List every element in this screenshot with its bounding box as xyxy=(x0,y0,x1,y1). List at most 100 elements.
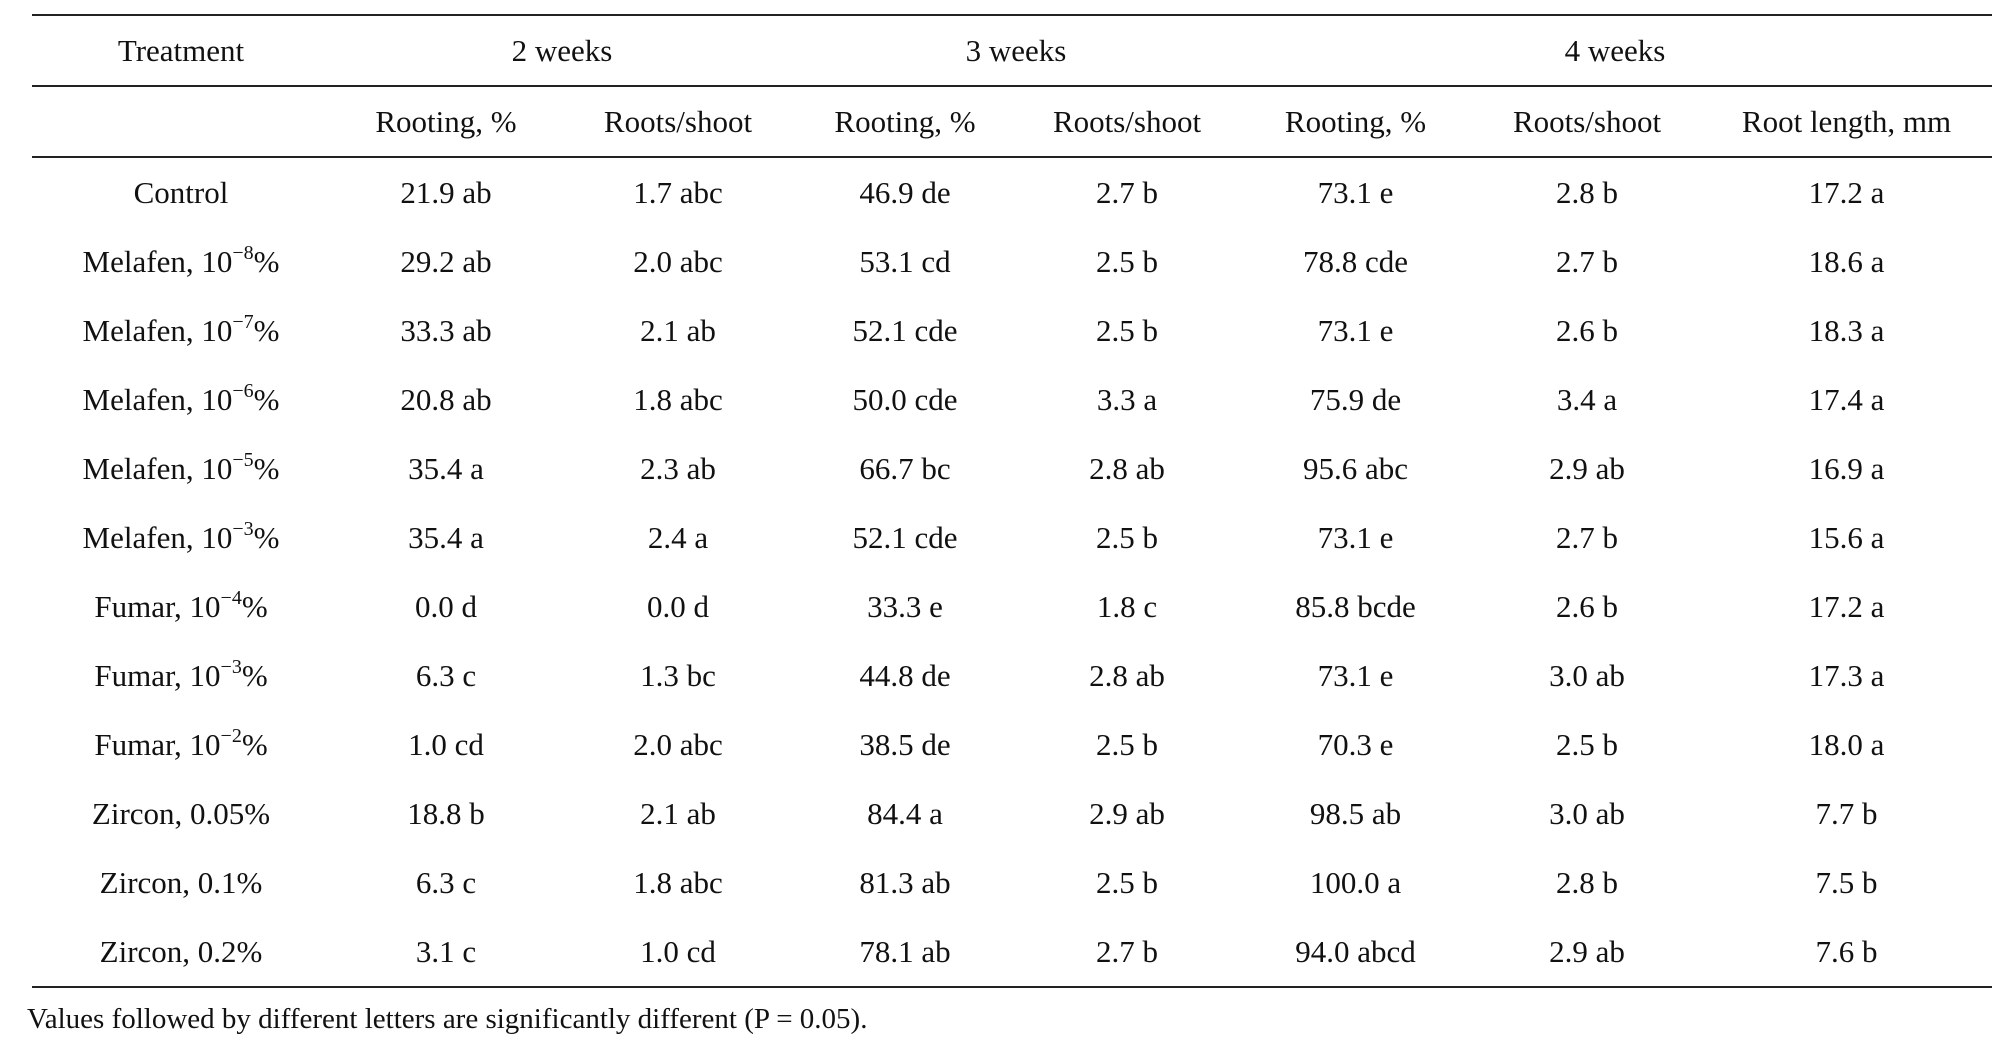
value-cell: 73.1 e xyxy=(1317,657,1394,693)
value-cell: 2.1 ab xyxy=(640,795,716,831)
value-cell: 2.5 b xyxy=(1096,312,1159,348)
treatment-name: Fumar, 10 xyxy=(94,726,221,762)
value-cell: 2.5 b xyxy=(1096,243,1159,279)
value-cell: 2.7 b xyxy=(1096,174,1159,210)
treatment-header: Treatment xyxy=(32,14,330,87)
value-cell: 44.8 de xyxy=(859,657,951,693)
value-cell: 2.5 b xyxy=(1096,726,1159,762)
value-cell: 1.3 bc xyxy=(640,657,716,693)
value-cell: 6.3 c xyxy=(415,864,477,900)
value-cell: 94.0 abcd xyxy=(1238,917,1474,988)
value-cell: 2.8 b xyxy=(1556,864,1619,900)
value-cell: 78.8 cde xyxy=(1303,243,1409,279)
value-cell: 2.8 ab xyxy=(1089,450,1165,486)
value-cell: 35.4 a xyxy=(408,450,484,486)
value-cell: 18.0 a xyxy=(1808,726,1885,762)
table-row: Melafen, 10−3% 35.4 a 2.4 a 52.1 cde 2.5 b 73… xyxy=(32,503,1992,572)
treatment-cell: Fumar, 10−2% xyxy=(32,710,330,779)
treatment-name: Zircon, 0.1% xyxy=(99,864,263,900)
value-cell: 2.5 b xyxy=(1556,726,1619,762)
column-header: Rooting, % xyxy=(330,86,562,158)
treatment-cell: Melafen, 10−8% xyxy=(32,227,330,296)
concentration-unit: % xyxy=(241,657,268,693)
column-header: Rooting, % xyxy=(1238,86,1474,158)
value-cell: 73.1 e xyxy=(1317,519,1394,555)
concentration-exponent: −7 xyxy=(232,310,254,333)
value-cell: 1.0 cd xyxy=(562,917,795,988)
concentration-exponent: −3 xyxy=(220,655,242,678)
column-header: Rooting, % xyxy=(794,86,1017,158)
value-cell: 17.4 a xyxy=(1808,381,1885,417)
value-cell: 100.0 a xyxy=(1309,864,1402,900)
value-cell: 78.1 ab xyxy=(794,917,1017,988)
value-cell: 2.1 ab xyxy=(640,312,716,348)
value-cell: 84.4 a xyxy=(867,795,943,831)
value-cell: 29.2 ab xyxy=(400,243,492,279)
value-cell: 3.3 a xyxy=(1096,381,1158,417)
value-cell: 2.9 ab xyxy=(1473,917,1702,988)
value-cell: 70.3 e xyxy=(1317,726,1394,762)
value-cell: 16.9 a xyxy=(1808,450,1885,486)
value-cell: 2.9 ab xyxy=(1089,795,1165,831)
two-weeks-header: 2 weeks xyxy=(330,14,795,87)
value-cell: 73.1 e xyxy=(1317,312,1394,348)
value-cell: 98.5 ab xyxy=(1309,795,1402,831)
table-row: Zircon, 0.2% 3.1 c 1.0 cd 78.1 ab 2.7 b 94.0 … xyxy=(32,917,1993,988)
value-cell: 2.8 b xyxy=(1556,174,1619,210)
results-table: Treatment 2 weeks 3 weeks 4 weeks Rootin… xyxy=(32,14,1993,988)
value-cell: 2.7 b xyxy=(1016,917,1239,988)
value-cell: 2.6 b xyxy=(1556,588,1619,624)
value-cell: 2.4 a xyxy=(647,519,709,555)
treatment-name: Melafen, 10 xyxy=(82,243,233,279)
sub-header-row: Rooting, % Roots/shoot Rooting, % Roots/… xyxy=(32,86,1993,158)
table-header: Treatment 2 weeks 3 weeks 4 weeks Rootin… xyxy=(32,14,1993,158)
concentration-exponent: −8 xyxy=(232,241,254,264)
value-cell: 17.3 a xyxy=(1808,657,1885,693)
value-cell: 81.3 ab xyxy=(859,864,951,900)
table-row: Control 21.9 ab 1.7 abc 46.9 de 2.7 b 73.1 e 2… xyxy=(32,157,1992,227)
value-cell: 2.0 abc xyxy=(633,243,723,279)
column-header xyxy=(32,86,330,158)
table-row: Melafen, 10−8% 29.2 ab 2.0 abc 53.1 cd 2.5 b… xyxy=(32,227,1992,296)
value-cell: 2.5 b xyxy=(1096,864,1159,900)
treatment-cell: Melafen, 10−7% xyxy=(32,296,330,365)
concentration-exponent: −6 xyxy=(232,379,254,402)
value-cell: 3.0 ab xyxy=(1549,795,1625,831)
value-cell: 35.4 a xyxy=(408,519,484,555)
value-cell: 20.8 ab xyxy=(400,381,492,417)
treatment-name: Melafen, 10 xyxy=(82,312,233,348)
value-cell: 17.2 a xyxy=(1808,174,1885,210)
value-cell: 95.6 abc xyxy=(1303,450,1409,486)
table-row: Fumar, 10−2% 1.0 cd 2.0 abc 38.5 de 2.5 b 70.… xyxy=(32,710,1992,779)
treatment-cell: Zircon, 0.05% xyxy=(32,779,330,848)
value-cell: 2.0 abc xyxy=(633,726,723,762)
value-cell: 18.8 b xyxy=(407,795,485,831)
concentration-unit: % xyxy=(253,243,280,279)
value-cell: 0.0 d xyxy=(647,588,709,624)
value-cell: 3.0 ab xyxy=(1549,657,1625,693)
table-row: Zircon, 0.1% 6.3 c 1.8 abc 81.3 ab 2.5 b 100.… xyxy=(32,848,1992,917)
concentration-exponent: −2 xyxy=(220,724,242,747)
table-row: Melafen, 10−5% 35.4 a 2.3 ab 66.7 bc 2.8 ab 9… xyxy=(32,434,1992,503)
value-cell: 2.7 b xyxy=(1556,243,1619,279)
value-cell: 50.0 cde xyxy=(852,381,958,417)
value-cell: 6.3 c xyxy=(415,657,477,693)
table-row: Zircon, 0.05% 18.8 b 2.1 ab 84.4 a 2.9 ab 98.… xyxy=(32,779,1992,848)
treatment-name: Zircon, 0.05% xyxy=(91,795,271,831)
treatment-cell: Zircon, 0.2% xyxy=(32,917,330,988)
treatment-cell: Melafen, 10−3% xyxy=(32,503,330,572)
value-cell: 18.3 a xyxy=(1808,312,1885,348)
table-body: Control 21.9 ab 1.7 abc 46.9 de 2.7 b 73.1 e 2… xyxy=(32,157,1993,988)
four-weeks-header: 4 weeks xyxy=(1238,14,1993,87)
table-row: Melafen, 10−6% 20.8 ab 1.8 abc 50.0 cde 3.3 … xyxy=(32,365,1992,434)
value-cell: 75.9 de xyxy=(1309,381,1402,417)
treatment-name: Fumar, 10 xyxy=(94,657,221,693)
value-cell: 53.1 cd xyxy=(859,243,951,279)
value-cell: 33.3 e xyxy=(867,588,943,624)
value-cell: 33.3 ab xyxy=(400,312,492,348)
table-row: Fumar, 10−4% 0.0 d 0.0 d 33.3 e 1.8 c 85.8 bc… xyxy=(32,572,1992,641)
value-cell: 7.6 b xyxy=(1701,917,1993,988)
value-cell: 15.6 a xyxy=(1808,519,1885,555)
value-cell: 1.8 abc xyxy=(633,381,723,417)
